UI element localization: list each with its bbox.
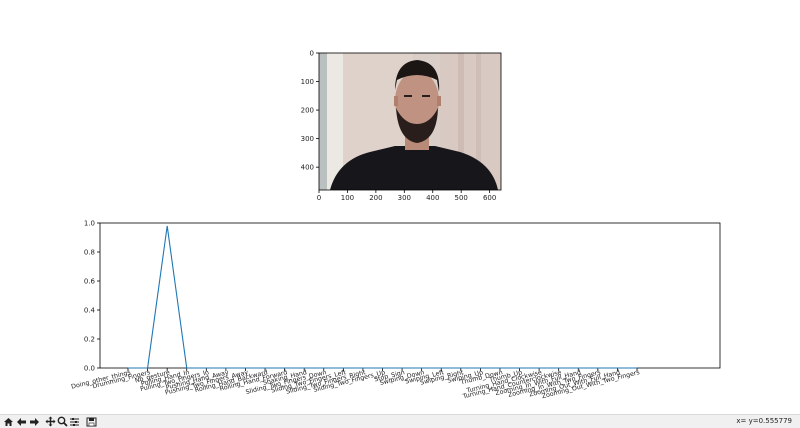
back-icon[interactable] bbox=[15, 416, 27, 427]
probability-chart: 0.0 0.2 0.4 0.6 0.8 1.0 Doing_other_thingsDru… bbox=[71, 220, 721, 401]
image-y-tick-label: 200 bbox=[301, 107, 314, 115]
chart-x-ticks: Doing_other_thingsDrumming_FingersNo_ges… bbox=[71, 368, 640, 401]
forward-icon[interactable] bbox=[28, 416, 40, 427]
pan-icon[interactable] bbox=[44, 416, 56, 427]
image-x-tick-label: 600 bbox=[483, 194, 496, 202]
chart-y-tick-label: 1.0 bbox=[84, 220, 95, 228]
image-x-tick-label: 400 bbox=[426, 194, 439, 202]
zoom-icon[interactable] bbox=[56, 416, 68, 427]
figure-canvas: 0 100 200 300 400 500 600 0 100 200 300 400 0.0 0.2… bbox=[71, 50, 721, 401]
image-y-tick-label: 100 bbox=[301, 78, 314, 86]
cursor-coordinates: x= y=0.555779 bbox=[736, 417, 792, 425]
home-icon[interactable] bbox=[2, 416, 14, 427]
chart-frame bbox=[99, 222, 721, 369]
image-y-ticks: 0 100 200 300 400 bbox=[301, 50, 319, 172]
image-x-tick-label: 100 bbox=[341, 194, 354, 202]
save-icon[interactable] bbox=[85, 416, 97, 427]
chart-y-tick-label: 0.6 bbox=[84, 278, 96, 286]
chart-y-tick-label: 0.2 bbox=[84, 336, 95, 344]
image-x-ticks: 0 100 200 300 400 500 600 bbox=[317, 190, 496, 202]
chart-points bbox=[127, 225, 638, 369]
image-x-tick-label: 200 bbox=[369, 194, 382, 202]
image-y-tick-label: 300 bbox=[301, 135, 314, 143]
chart-y-tick-label: 0.4 bbox=[84, 307, 96, 315]
image-x-tick-label: 300 bbox=[398, 194, 411, 202]
chart-y-tick-label: 0.0 bbox=[84, 365, 95, 373]
navigation-toolbar: x= y=0.555779 bbox=[0, 414, 800, 428]
configure-subplots-icon[interactable] bbox=[68, 416, 80, 427]
webcam-image bbox=[319, 53, 501, 190]
image-x-tick-label: 500 bbox=[455, 194, 468, 202]
chart-y-tick-label: 0.8 bbox=[84, 249, 95, 257]
image-x-tick-label: 0 bbox=[317, 194, 321, 202]
chart-y-ticks: 0.0 0.2 0.4 0.6 0.8 1.0 bbox=[84, 220, 100, 373]
image-y-tick-label: 0 bbox=[310, 50, 314, 58]
image-y-tick-label: 400 bbox=[301, 164, 314, 172]
image-axes: 0 100 200 300 400 500 600 0 100 200 300 400 bbox=[301, 50, 502, 202]
